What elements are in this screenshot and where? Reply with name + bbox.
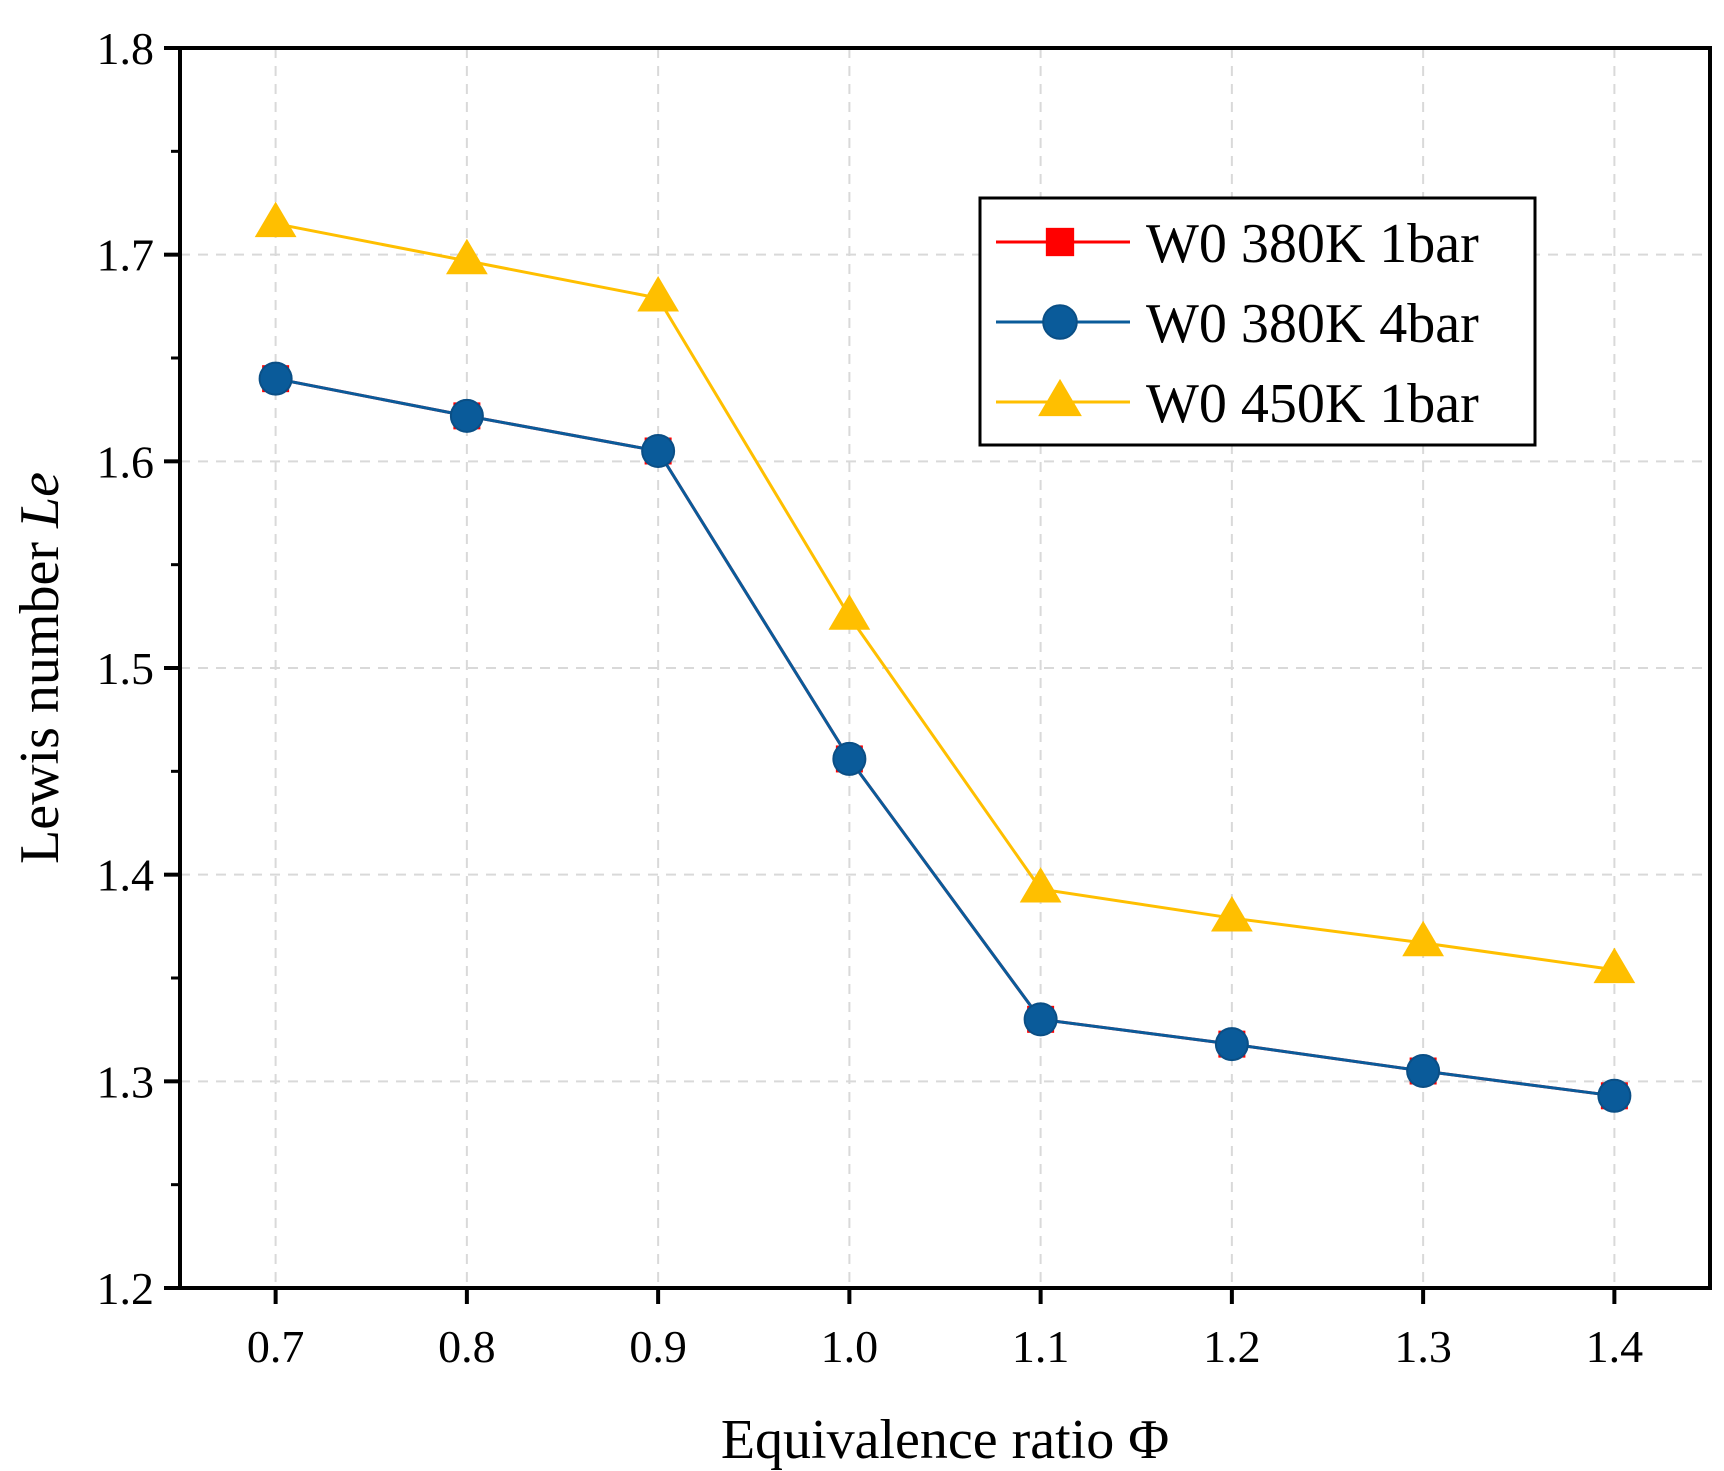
x-tick-label: 0.8 (438, 1321, 496, 1372)
data-point-triangle (1402, 920, 1444, 957)
data-point-circle (641, 434, 676, 468)
legend-label: W0 380K 1bar (1146, 213, 1479, 275)
x-tick-label: 1.4 (1586, 1321, 1644, 1372)
data-point-triangle (1019, 867, 1062, 903)
data-point-triangle (637, 276, 679, 312)
series-line (275, 222, 1615, 972)
axis-ticks (164, 46, 1617, 1304)
y-tick-label: 1.6 (97, 436, 155, 487)
x-tick-label: 1.1 (1012, 1321, 1070, 1372)
x-tick-label: 0.7 (247, 1321, 305, 1372)
series-layer (254, 201, 1636, 1113)
legend-marker-triangle (1038, 378, 1082, 417)
y-tick-label: 1.7 (97, 230, 155, 281)
y-tick-label: 1.2 (97, 1263, 155, 1314)
x-tick-label: 1.3 (1394, 1321, 1452, 1372)
data-point-circle (1597, 1078, 1632, 1113)
legend-item: W0 380K 4bar (996, 293, 1479, 355)
y-tick-label: 1.8 (97, 23, 155, 74)
tick-labels: 0.7 0.8 0.9 1.0 1.1 1.2 1.3 1.4 1.2 1.3 1.4 1.5 1.6 1… (97, 23, 1644, 1372)
legend-item: W0 450K 1bar (996, 373, 1479, 435)
data-point-triangle (828, 594, 871, 630)
data-point-circle (832, 741, 867, 776)
y-tick-label: 1.3 (97, 1056, 155, 1107)
data-point-triangle (1211, 896, 1253, 932)
y-axis-title-main: Lewis number (9, 528, 71, 864)
y-tick-label: 1.5 (97, 643, 155, 694)
x-tick-label: 1.0 (821, 1321, 879, 1372)
x-axis-title: Equivalence ratio Φ (721, 1409, 1169, 1471)
x-tick-label: 1.2 (1203, 1321, 1261, 1372)
series-line (275, 377, 1615, 1098)
legend: W0 380K 1bar W0 380K 4bar W0 450K 1bar (978, 196, 1537, 447)
y-axis-title: Lewis number Le (9, 472, 71, 864)
data-point-triangle (1593, 947, 1636, 984)
data-point-circle (1406, 1054, 1441, 1088)
data-point-circle (1214, 1027, 1249, 1062)
data-point-circle (449, 398, 484, 433)
data-point-circle (258, 361, 293, 396)
series-w0-380k-4bar (258, 361, 1632, 1113)
legend-marker-circle (1042, 304, 1078, 340)
data-point-circle (1023, 1002, 1058, 1037)
series-line (275, 377, 1615, 1098)
legend-label: W0 450K 1bar (1146, 373, 1479, 435)
legend-item: W0 380K 1bar (996, 213, 1479, 275)
y-tick-label: 1.4 (97, 850, 155, 901)
data-point-triangle (446, 238, 488, 275)
series-w0-450k-1bar (254, 201, 1636, 984)
legend-marker-square (1045, 227, 1075, 257)
y-axis-title-symbol: Le (9, 472, 71, 529)
legend-label: W0 380K 4bar (1146, 293, 1479, 355)
x-tick-label: 0.9 (629, 1321, 687, 1372)
data-point-triangle (254, 201, 297, 238)
